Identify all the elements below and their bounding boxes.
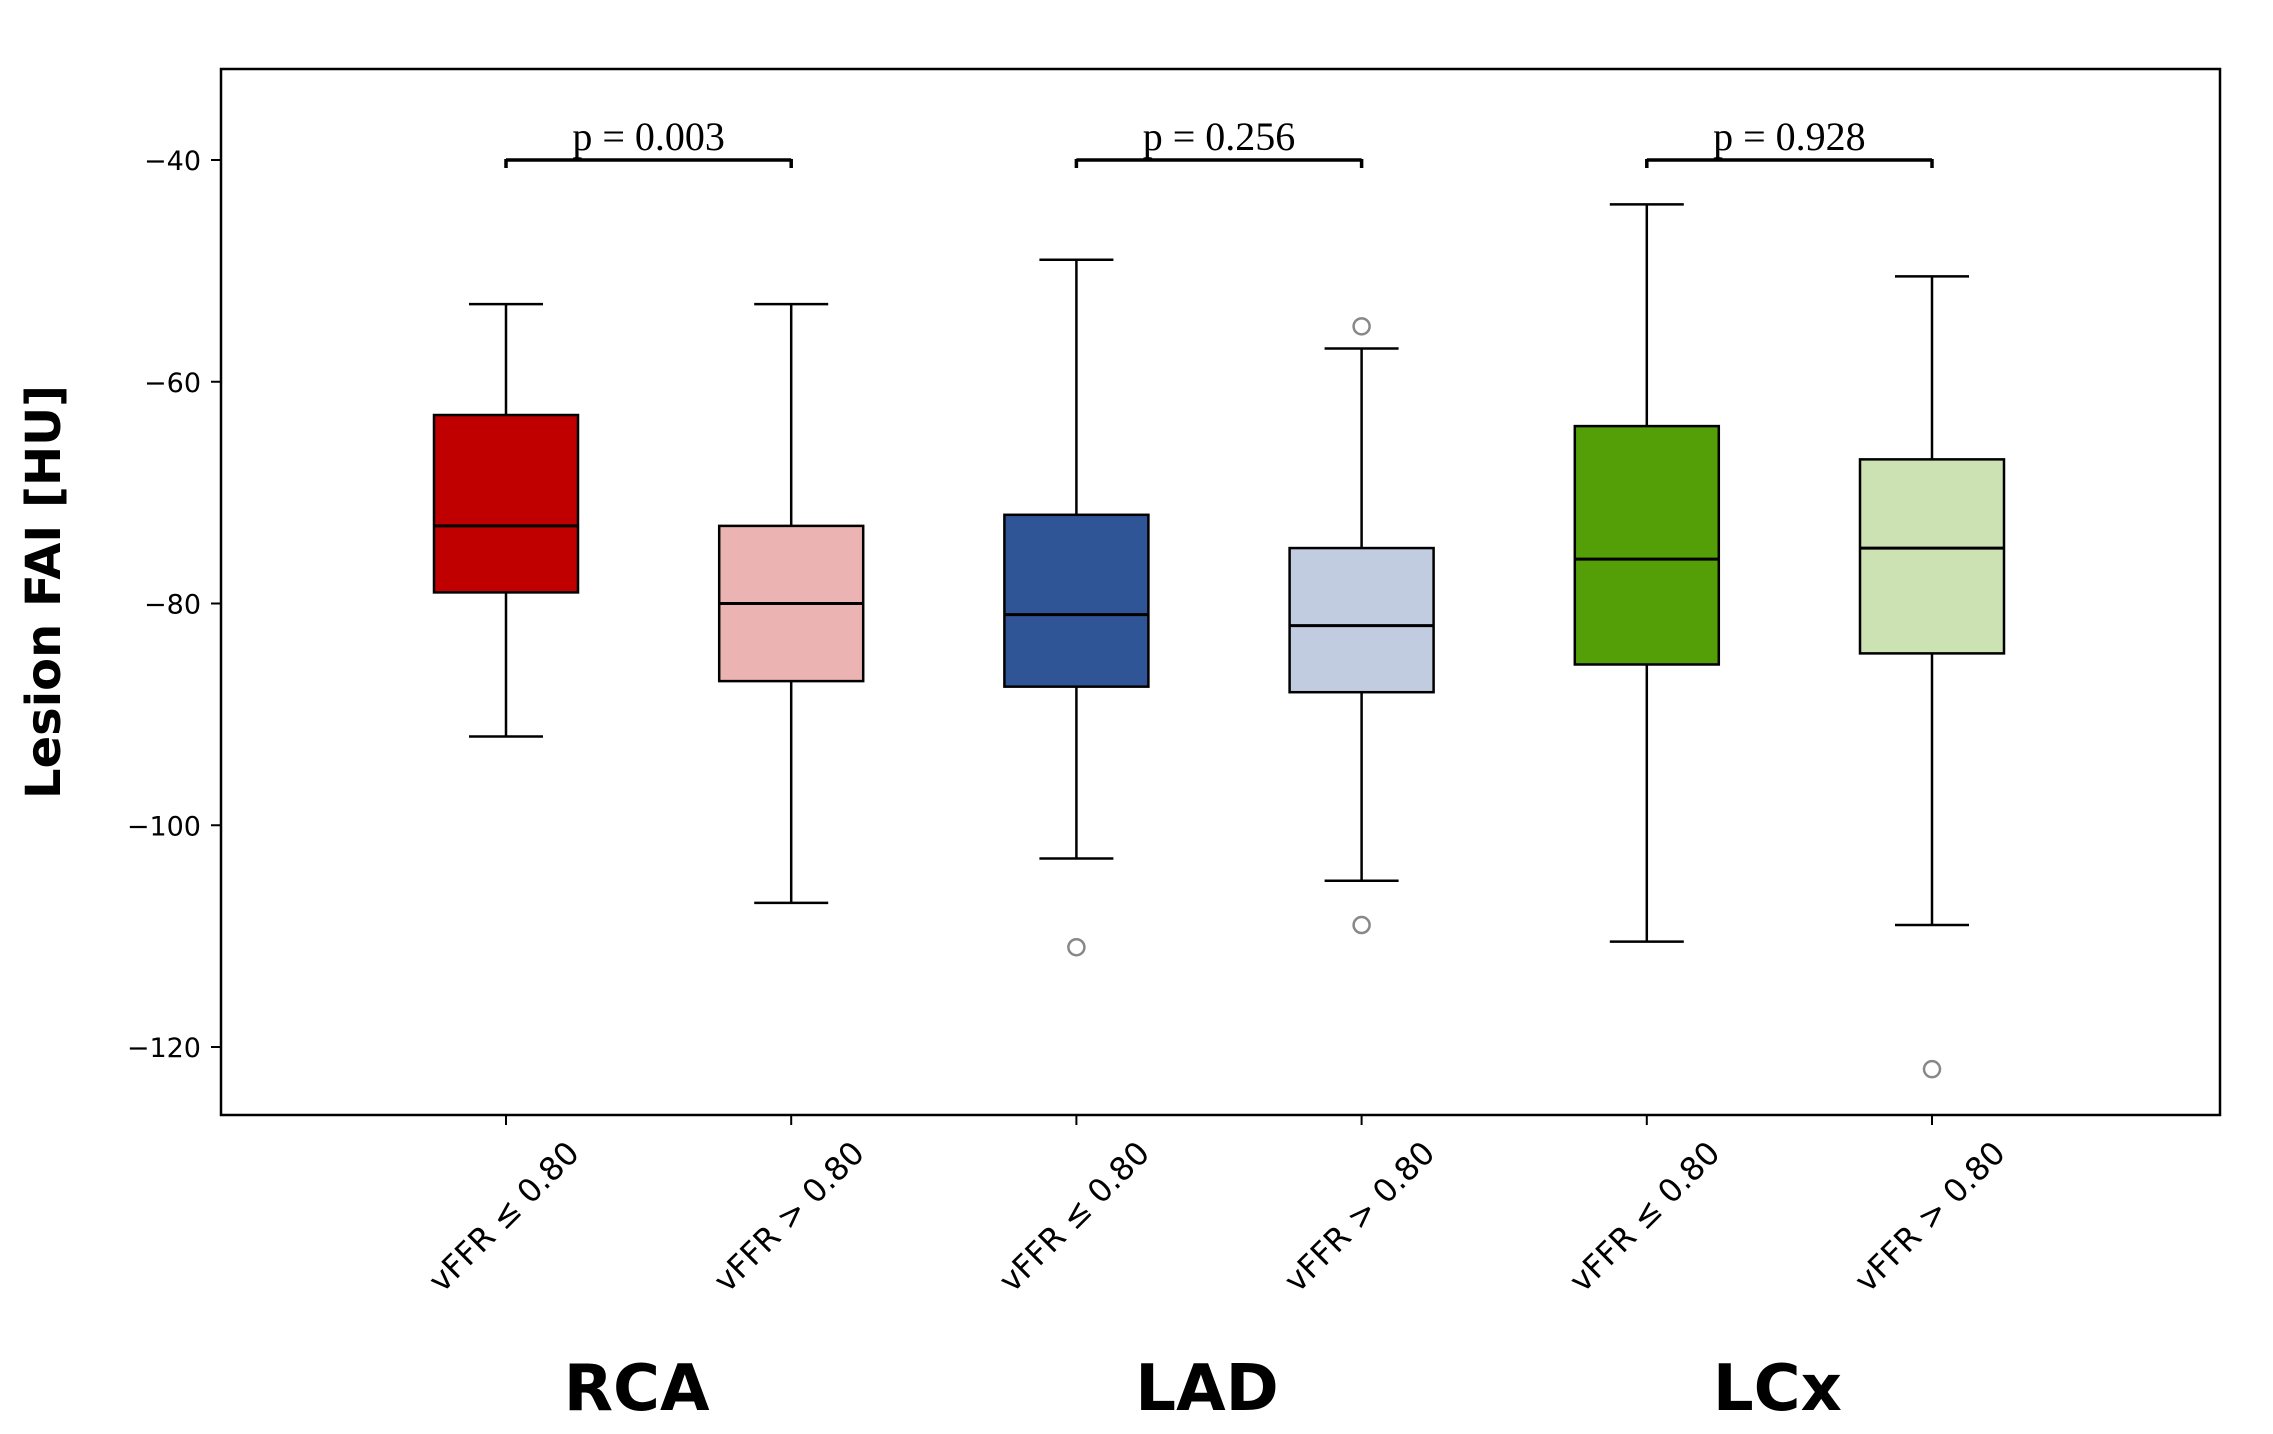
- x-tick-label: vFFR > 0.80: [1277, 1134, 1443, 1300]
- plot-frame: [219, 67, 2222, 1117]
- box-LCx-4: [1573, 424, 1721, 666]
- box-LAD-3: [1288, 546, 1435, 694]
- y-axis-label: Lesion FAI [HU]: [16, 385, 72, 799]
- x-tick-label: vFFR > 0.80: [706, 1134, 872, 1300]
- group-label-lad: LAD: [1135, 1352, 1278, 1426]
- p-value-label: p = 0.256: [1143, 114, 1296, 159]
- x-tick-label: vFFR > 0.80: [1847, 1134, 2013, 1300]
- outlier-point: [1352, 317, 1371, 336]
- outlier-point: [1922, 1059, 1942, 1079]
- box-LAD-2: [1003, 513, 1150, 688]
- x-tick-label: vFFR ≤ 0.80: [1562, 1134, 1728, 1300]
- x-tick-label: vFFR ≤ 0.80: [421, 1134, 587, 1300]
- y-tick-label: −80: [144, 590, 201, 621]
- outlier-point: [1352, 915, 1371, 935]
- y-tick-label: −100: [127, 811, 201, 842]
- outlier-point: [1067, 937, 1086, 957]
- y-tick-label: −120: [127, 1033, 201, 1064]
- p-value-label: p = 0.003: [572, 114, 725, 159]
- box-LCx-5: [1858, 458, 2006, 655]
- p-value-label: p = 0.928: [1713, 114, 1866, 159]
- box-RCA-0: [432, 413, 580, 594]
- y-tick-label: −60: [144, 368, 201, 399]
- y-tick-label: −40: [144, 146, 201, 177]
- group-label-rca: RCA: [564, 1352, 710, 1426]
- x-tick-label: vFFR ≤ 0.80: [991, 1134, 1157, 1300]
- group-label-lcx: LCx: [1713, 1352, 1842, 1426]
